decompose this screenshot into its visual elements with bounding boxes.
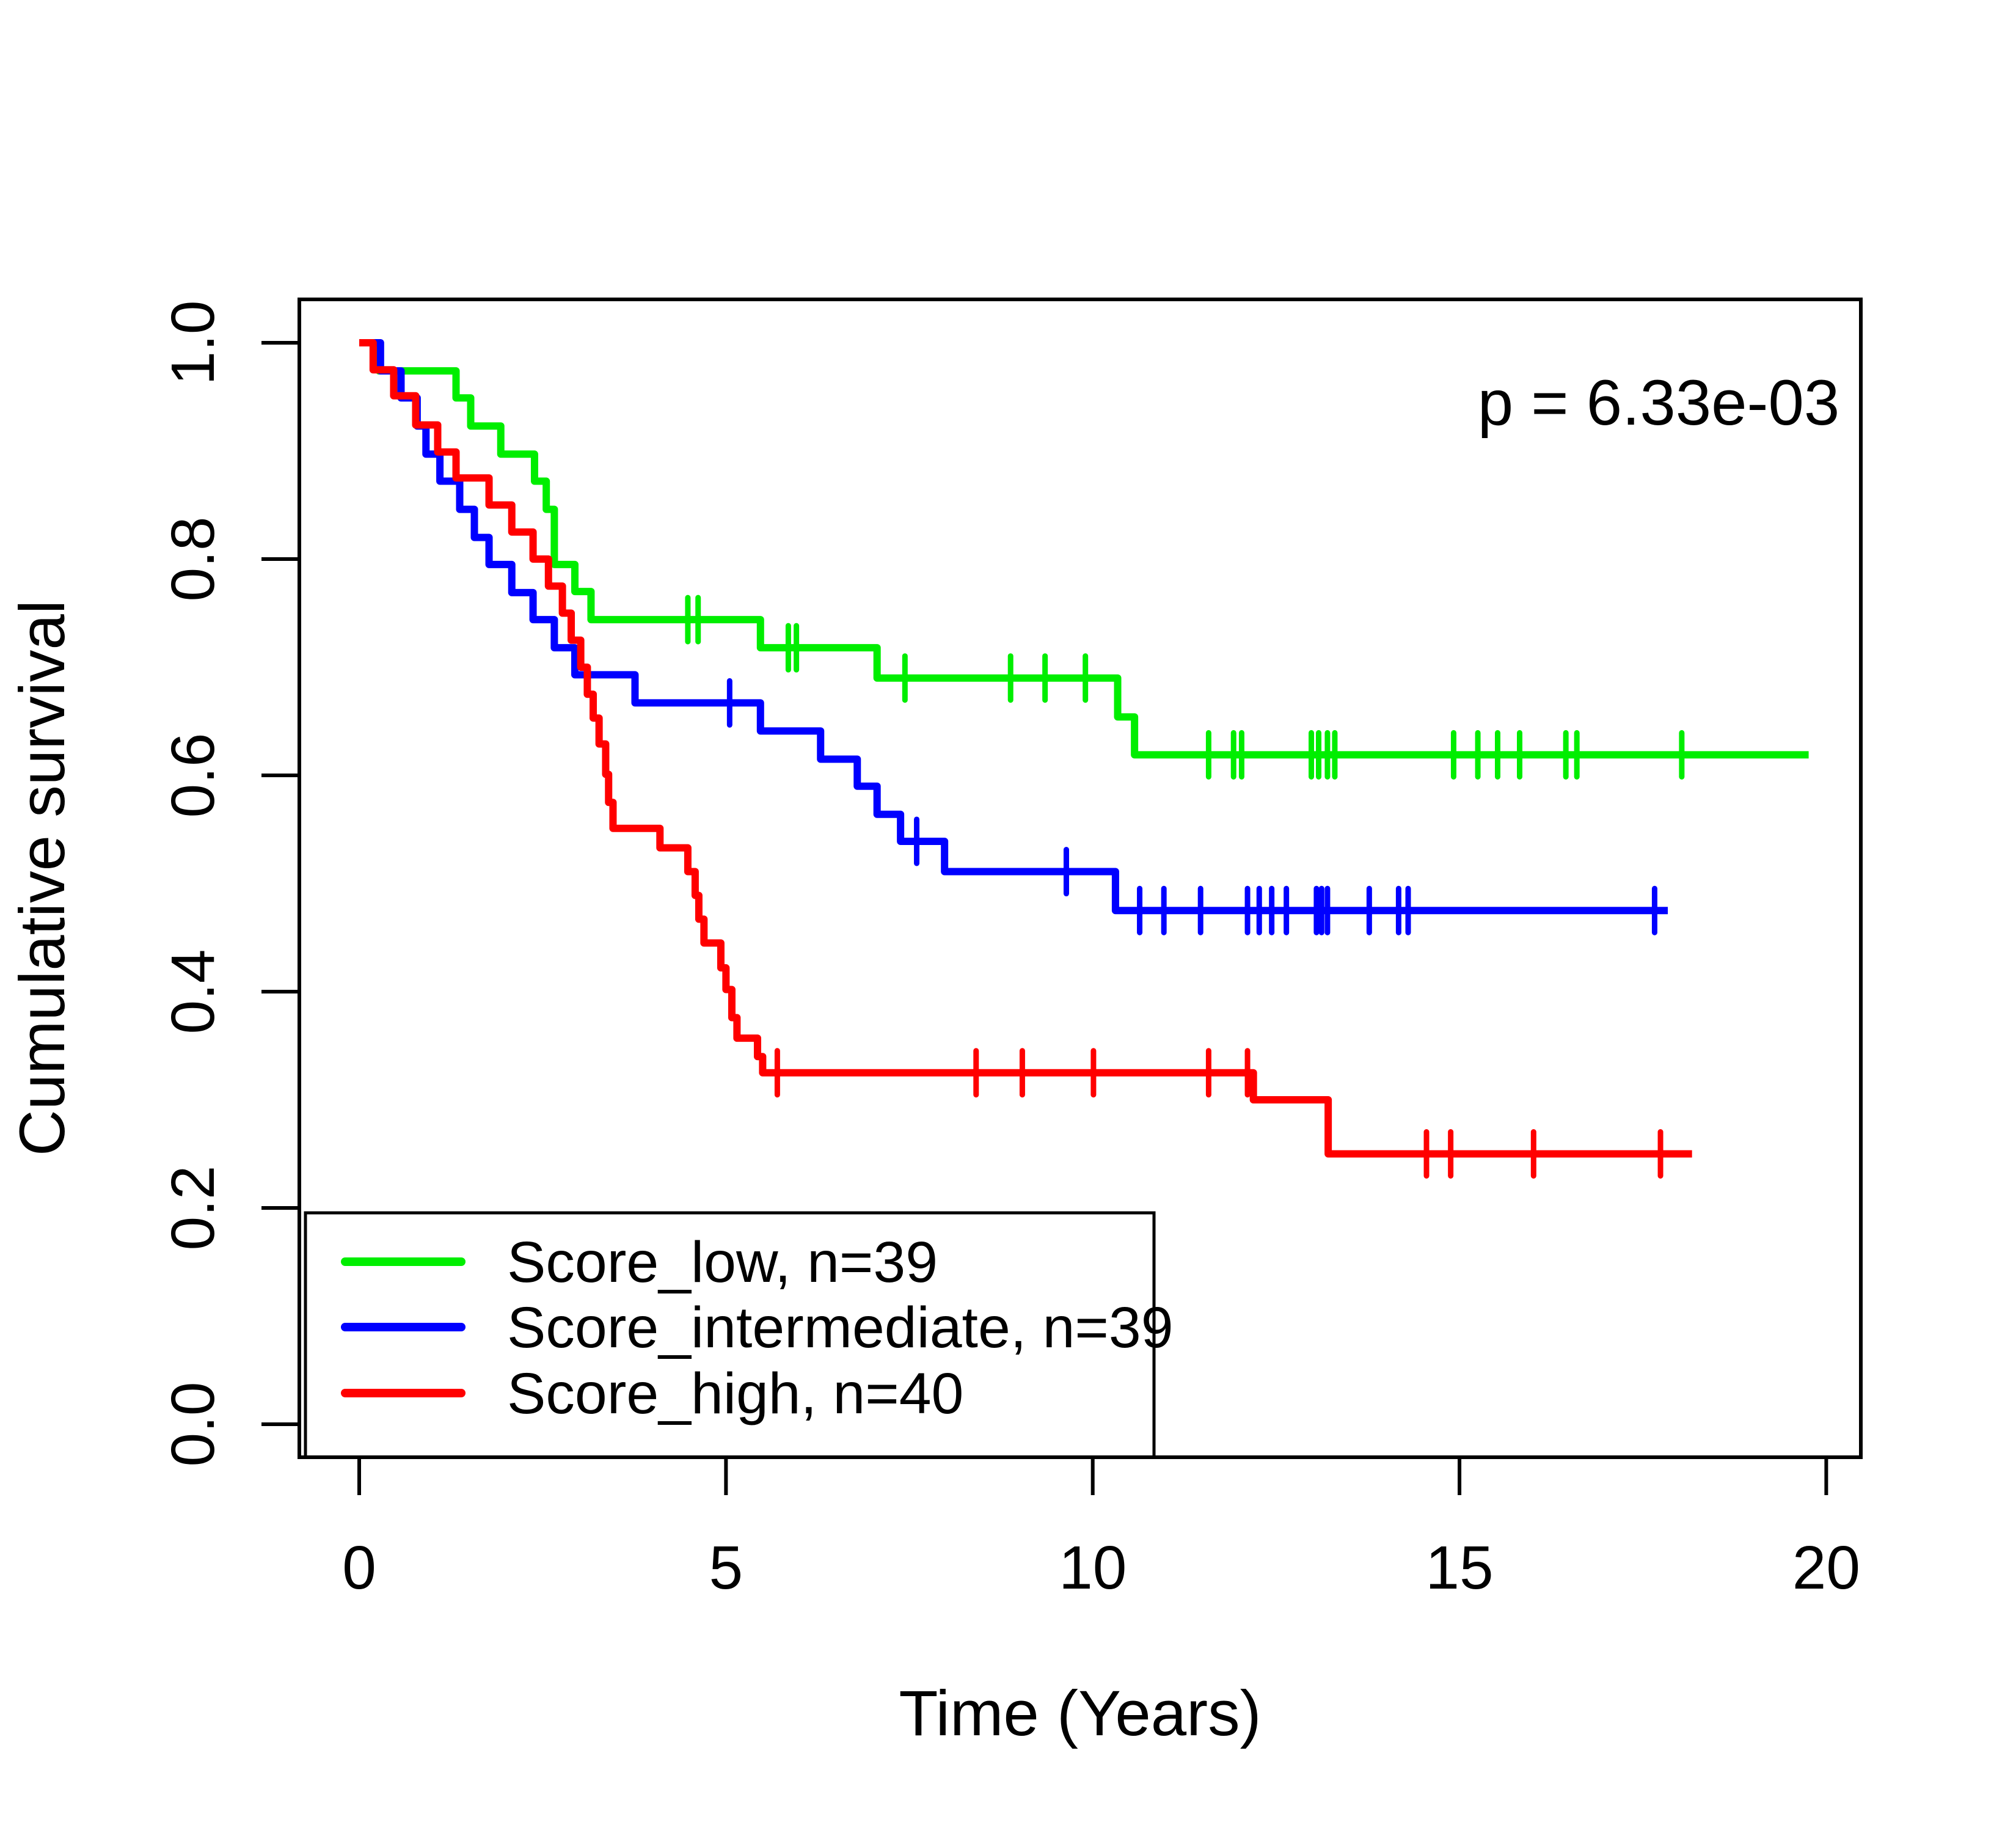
x-tick-label-0: 0 [342,1534,376,1602]
x-tick-label-15: 15 [1425,1534,1493,1602]
p-value-text: p = 6.33e-03 [1478,367,1840,439]
legend-label-1: Score_intermediate, n=39 [507,1295,1174,1360]
legend-label-2: Score_high, n=40 [507,1361,963,1426]
y-tick-label-0.2: 0.2 [159,1165,227,1250]
y-tick-label-0.6: 0.6 [159,733,227,818]
survival-curve-score-low [359,339,1809,759]
y-tick-label-1: 1.0 [159,300,227,385]
x-tick-label-20: 20 [1792,1534,1860,1602]
x-tick-label-10: 10 [1059,1534,1127,1602]
survival-curve-score-intermediate [359,339,1668,915]
y-tick-label-0.8: 0.8 [159,516,227,601]
x-tick-label-5: 5 [709,1534,743,1602]
survival-curve-score-high [359,339,1692,1158]
x-axis-title: Time (Years) [899,1678,1261,1749]
y-axis-title: Cumulative survival [7,600,78,1156]
legend-label-0: Score_low, n=39 [507,1230,938,1295]
legend-box [304,1211,1156,1459]
y-tick-label-0: 0.0 [159,1381,227,1466]
y-tick-label-0.4: 0.4 [159,949,227,1034]
